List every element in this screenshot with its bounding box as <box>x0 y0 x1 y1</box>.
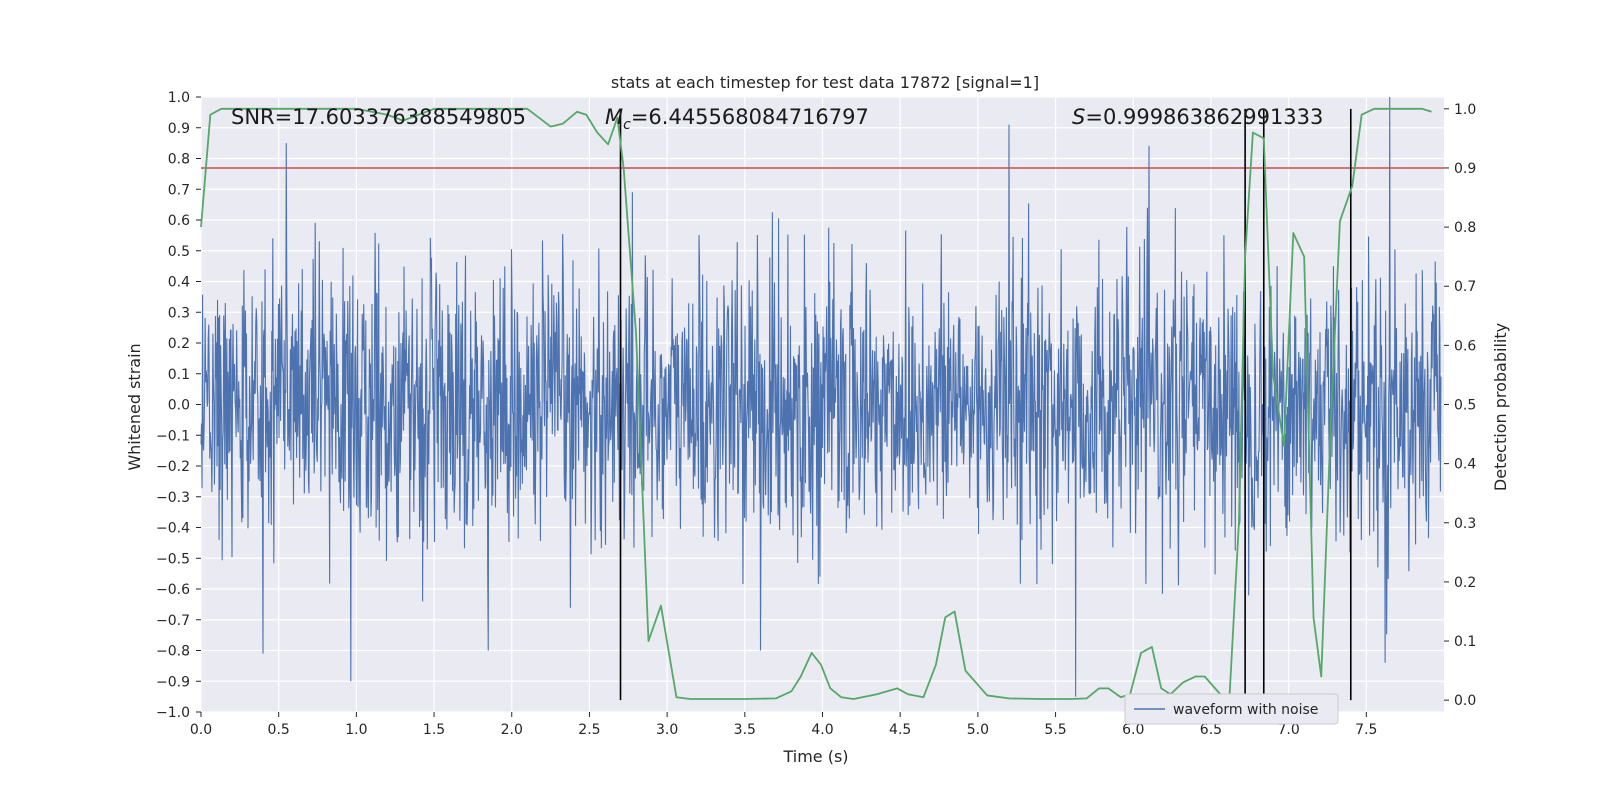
left-tick-label: 0.1 <box>168 367 190 383</box>
left-tick-label: −0.2 <box>156 459 190 475</box>
left-tick-label: −0.4 <box>156 521 190 537</box>
x-tick-label: 1.5 <box>423 722 445 738</box>
x-tick-label: 6.5 <box>1200 722 1222 738</box>
legend-box <box>1124 693 1339 725</box>
x-tick-label: 2.5 <box>578 722 600 738</box>
left-tick-label: 0.2 <box>168 336 190 352</box>
x-tick-label: 5.5 <box>1044 722 1066 738</box>
left-tick-label: 0.6 <box>168 213 190 229</box>
left-tick-label: −0.3 <box>156 490 190 506</box>
right-tick-label: 0.4 <box>1454 457 1476 473</box>
left-tick-label: 1.0 <box>168 90 190 106</box>
left-tick-label: 0.0 <box>168 398 190 414</box>
right-tick-label: 0.2 <box>1454 575 1476 591</box>
left-tick-label: −0.8 <box>156 644 190 660</box>
left-tick-label: 0.4 <box>168 275 190 291</box>
left-tick-label: −0.5 <box>156 551 190 567</box>
score-annotation: S=0.999863862991333 <box>1072 105 1323 129</box>
right-tick-label: 0.0 <box>1454 693 1476 709</box>
right-axis-ticks: 1.0 0.9 0.8 0.7 0.6 0.5 0.4 0.3 0.2 0.1 0.0 <box>1444 102 1476 709</box>
score-value: =0.999863862991333 <box>1085 105 1323 129</box>
x-tick-label: 3.5 <box>734 722 756 738</box>
x-tick-label: 2.0 <box>501 722 523 738</box>
left-tick-label: −1.0 <box>156 705 190 721</box>
left-tick-label: 0.8 <box>168 152 190 168</box>
score-symbol: S <box>1072 105 1085 129</box>
left-tick-label: 0.9 <box>168 121 190 137</box>
right-tick-label: 0.8 <box>1454 220 1476 236</box>
overlay-lines <box>201 108 1444 701</box>
x-tick-label: 0.0 <box>190 722 212 738</box>
x-tick-label: 7.5 <box>1355 722 1377 738</box>
x-axis-label: Time (s) <box>782 747 848 766</box>
y-axis-label-left: Whitened strain <box>125 343 144 470</box>
left-tick-label: 0.3 <box>168 305 190 321</box>
probability-series <box>200 107 1432 700</box>
chart-title: stats at each timestep for test data 178… <box>611 73 1039 92</box>
left-tick-label: 0.7 <box>168 182 190 198</box>
right-tick-label: 0.5 <box>1454 398 1476 414</box>
waveform-series <box>200 96 1442 697</box>
right-tick-label: 0.6 <box>1454 338 1476 354</box>
left-axis-ticks: 1.0 0.9 0.8 0.7 0.6 0.5 0.4 0.3 0.2 0.1 0.0 −0.1 −0.… <box>156 90 201 721</box>
x-tick-label: 6.0 <box>1122 722 1144 738</box>
right-tick-label: 1.0 <box>1454 102 1476 118</box>
x-tick-label: 4.0 <box>811 722 833 738</box>
legend: waveform with noise <box>1124 693 1339 725</box>
x-tick-label: 1.0 <box>345 722 367 738</box>
chirp-mass-value: =6.445568084716797 <box>631 105 869 129</box>
probability-line <box>200 107 1432 700</box>
right-tick-label: 0.1 <box>1454 634 1476 650</box>
left-tick-label: −0.6 <box>156 582 190 598</box>
x-tick-label: 5.0 <box>967 722 989 738</box>
left-tick-label: −0.7 <box>156 613 190 629</box>
x-tick-label: 4.5 <box>889 722 911 738</box>
x-tick-label: 3.0 <box>656 722 678 738</box>
x-tick-label: 0.5 <box>268 722 290 738</box>
chirp-mass-subscript: c <box>623 117 631 133</box>
right-tick-label: 0.7 <box>1454 279 1476 295</box>
x-axis-ticks: 0.0 0.5 1.0 1.5 2.0 2.5 3.0 3.5 4.0 4.5 5.0 5.5 6.0 6… <box>190 712 1377 738</box>
chirp-mass-annotation: Mc=6.445568084716797 <box>605 105 869 133</box>
right-tick-label: 0.9 <box>1454 161 1476 177</box>
waveform-line <box>200 96 1442 697</box>
y-axis-label-right: Detection probability <box>1491 323 1510 491</box>
legend-label: waveform with noise <box>1173 702 1318 718</box>
chirp-mass-symbol: M <box>605 105 623 129</box>
left-tick-label: −0.9 <box>156 674 190 690</box>
left-tick-label: −0.1 <box>156 428 190 444</box>
snr-annotation: SNR=17.603376388549805 <box>231 105 526 129</box>
left-tick-label: 0.5 <box>168 244 190 260</box>
x-tick-label: 7.0 <box>1277 722 1299 738</box>
right-tick-label: 0.3 <box>1454 516 1476 532</box>
